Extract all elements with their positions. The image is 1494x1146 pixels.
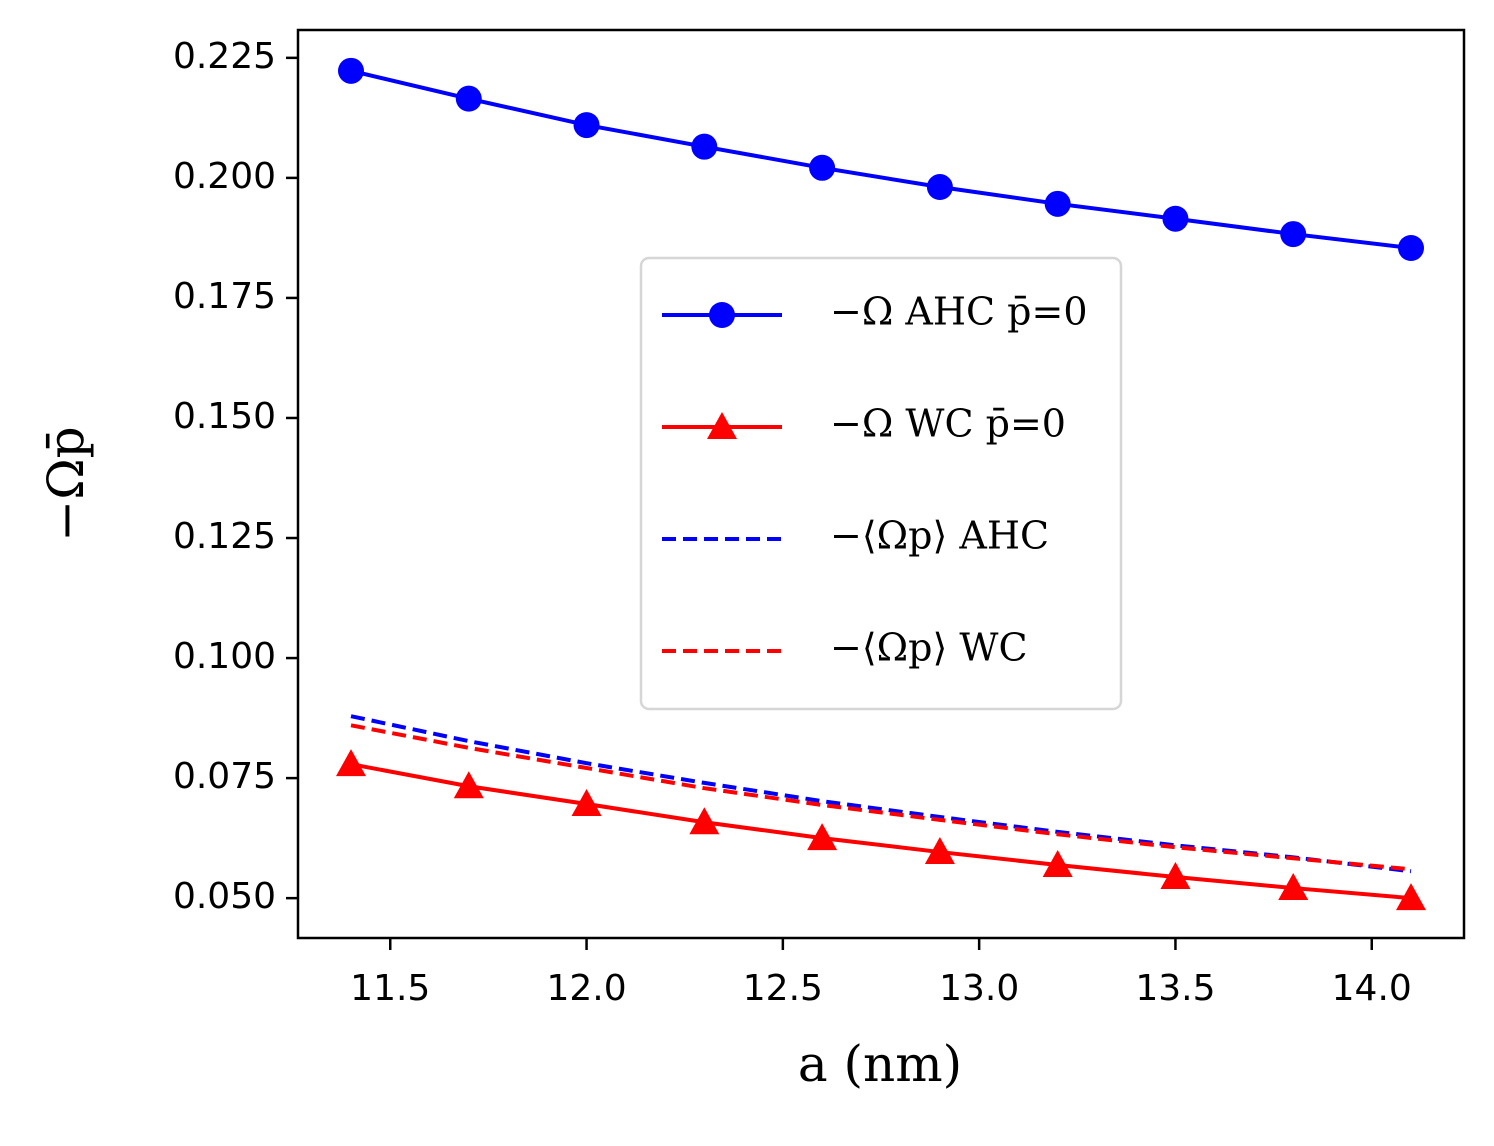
data-point: [807, 823, 838, 851]
data-point: [926, 174, 953, 201]
data-point: [809, 154, 836, 181]
data-point: [1280, 221, 1307, 248]
x-tick-label: 13.0: [939, 968, 1019, 1009]
y-tick-label: 0.075: [173, 756, 276, 797]
plot-frame: [296, 28, 1466, 940]
y-tick-label: 0.175: [173, 276, 276, 317]
data-point: [573, 112, 600, 139]
y-tick-label: 0.150: [173, 396, 276, 437]
data-point: [336, 749, 366, 777]
series-line: [350, 68, 1412, 250]
data-point: [689, 807, 720, 835]
x-tick-label: 12.0: [546, 968, 626, 1009]
data-point: [1396, 883, 1426, 911]
legend-label: −⟨Ωp⟩ AHC: [830, 514, 1049, 558]
legend-box: [639, 256, 1123, 711]
data-point: [691, 133, 718, 160]
x-tick-label: 13.5: [1135, 968, 1215, 1009]
y-tick-label: 0.200: [173, 156, 276, 197]
legend-label: −⟨Ωp⟩ WC: [830, 626, 1028, 670]
data-point: [1162, 205, 1189, 232]
y-tick-label: 0.225: [173, 36, 276, 77]
data-point: [455, 85, 482, 112]
legend-label: −Ω AHC p̄=0: [830, 290, 1088, 334]
legend-marker: [707, 412, 737, 439]
data-point: [1398, 234, 1424, 261]
y-tick-label: 0.125: [173, 516, 276, 557]
data-point: [338, 57, 364, 84]
legend-label: −Ω WC p̄=0: [830, 402, 1066, 446]
x-tick-label: 11.5: [350, 968, 430, 1009]
data-point: [453, 771, 484, 799]
data-point: [1044, 190, 1071, 217]
data-point: [1160, 862, 1191, 890]
data-point: [924, 837, 955, 865]
data-point: [1042, 850, 1073, 878]
y-axis-label: −Ωp̄: [37, 426, 95, 541]
data-point: [571, 789, 602, 817]
series-line: [350, 762, 1412, 901]
y-tick-label: 0.100: [173, 636, 276, 677]
series-line: [350, 723, 1412, 872]
y-tick-label: 0.050: [173, 876, 276, 917]
x-axis-label: a (nm): [798, 1035, 962, 1093]
legend-marker: [709, 302, 735, 328]
data-point: [1278, 873, 1309, 901]
x-tick-label: 14.0: [1332, 968, 1412, 1009]
x-tick-label: 12.5: [743, 968, 823, 1009]
